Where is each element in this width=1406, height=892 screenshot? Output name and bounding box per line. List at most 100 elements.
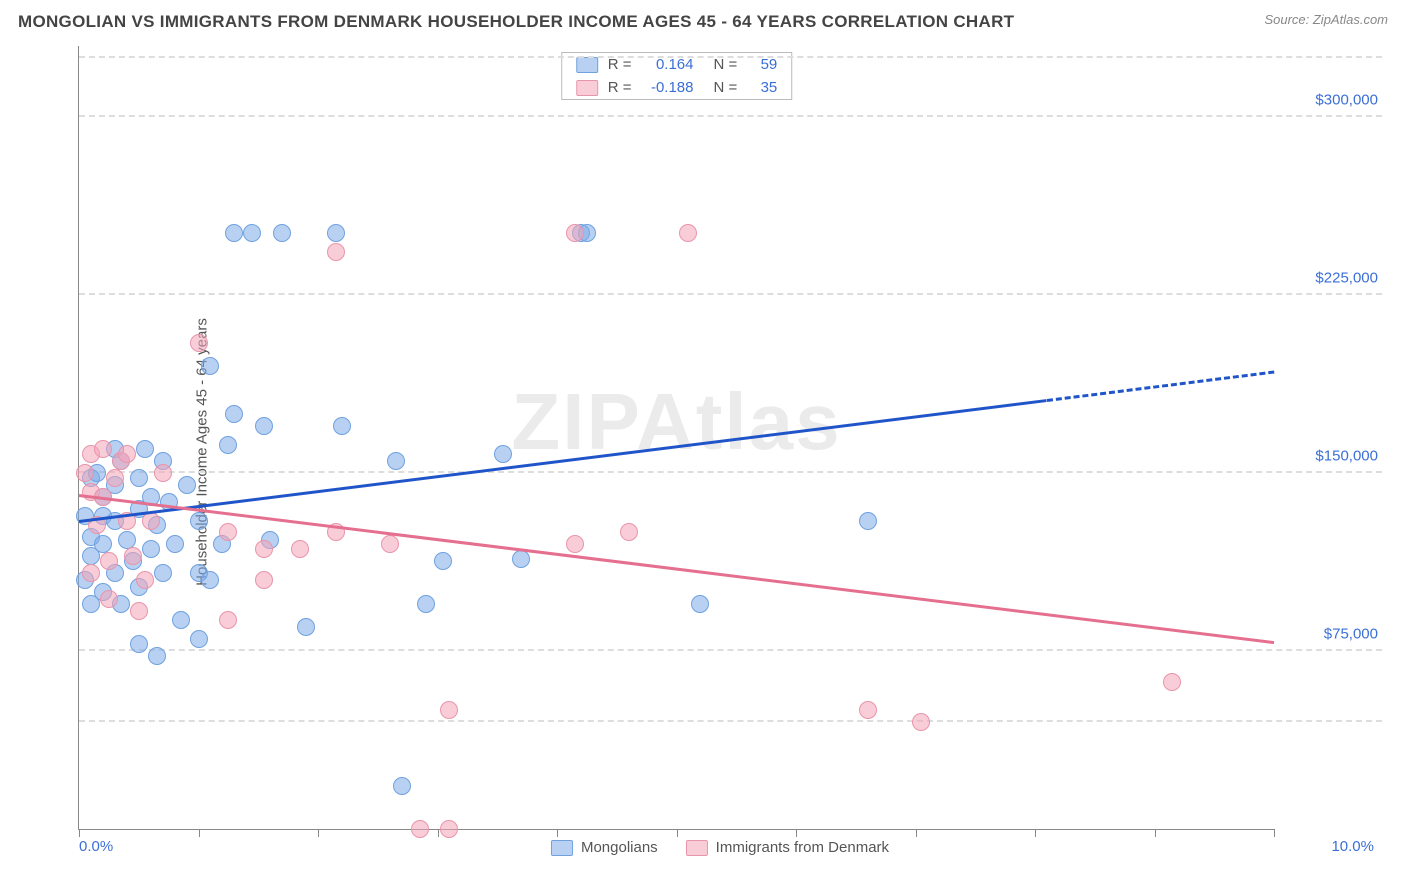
y-tick-label: $225,000 [1278,270,1378,287]
data-point [130,469,148,487]
x-tick [677,829,678,837]
legend-label: Immigrants from Denmark [716,839,889,856]
trend-line [79,399,1047,523]
scatter-plot: ZIPAtlas R =0.164N =59R =-0.188N =35 $75… [78,46,1274,830]
data-point [154,464,172,482]
n-value: 59 [747,56,777,73]
data-point [297,618,315,636]
x-tick [557,829,558,837]
data-point [94,440,112,458]
data-point [387,452,405,470]
r-label: R = [608,56,632,73]
gridline [79,720,1382,722]
data-point [381,535,399,553]
data-point [118,531,136,549]
data-point [154,564,172,582]
n-label: N = [714,79,738,96]
data-point [219,611,237,629]
data-point [225,224,243,242]
data-point [172,611,190,629]
data-point [411,820,429,838]
data-point [94,535,112,553]
x-tick [1155,829,1156,837]
data-point [142,540,160,558]
data-point [225,405,243,423]
legend-swatch [686,840,708,856]
data-point [190,630,208,648]
gridline [79,471,1382,473]
data-point [566,224,584,242]
data-point [566,535,584,553]
n-label: N = [714,56,738,73]
data-point [620,523,638,541]
data-point [440,701,458,719]
data-point [434,552,452,570]
trend-line [79,494,1274,644]
x-tick [916,829,917,837]
data-point [691,595,709,613]
gridline [79,56,1382,58]
data-point [106,469,124,487]
x-tick [1274,829,1275,837]
chart-title: MONGOLIAN VS IMMIGRANTS FROM DENMARK HOU… [18,12,1014,32]
data-point [333,417,351,435]
data-point [273,224,291,242]
r-value: 0.164 [642,56,694,73]
data-point [255,571,273,589]
x-tick [79,829,80,837]
data-point [190,334,208,352]
data-point [130,635,148,653]
legend-item: Mongolians [551,839,658,856]
data-point [190,512,208,530]
data-point [327,224,345,242]
data-point [148,647,166,665]
data-point [219,436,237,454]
x-tick [1035,829,1036,837]
x-tick [318,829,319,837]
legend-label: Mongolians [581,839,658,856]
data-point [255,540,273,558]
x-tick [796,829,797,837]
data-point [1163,673,1181,691]
data-point [166,535,184,553]
data-point [76,464,94,482]
gridline [79,649,1382,651]
data-point [243,224,261,242]
data-point [201,357,219,375]
legend-swatch [551,840,573,856]
legend-swatch [576,80,598,96]
data-point [912,713,930,731]
data-point [417,595,435,613]
data-point [393,777,411,795]
correlation-stats-box: R =0.164N =59R =-0.188N =35 [561,52,793,100]
trend-line [1047,370,1274,401]
data-point [130,602,148,620]
data-point [82,564,100,582]
data-point [124,547,142,565]
data-point [291,540,309,558]
n-value: 35 [747,79,777,96]
data-point [178,476,196,494]
r-label: R = [608,79,632,96]
y-tick-label: $300,000 [1278,92,1378,109]
data-point [859,701,877,719]
y-tick-label: $150,000 [1278,448,1378,465]
gridline [79,115,1382,117]
legend: Mongolians Immigrants from Denmark [551,839,889,856]
y-tick-label: $75,000 [1278,626,1378,643]
legend-swatch [576,57,598,73]
data-point [494,445,512,463]
data-point [136,571,154,589]
data-point [679,224,697,242]
data-point [100,590,118,608]
legend-item: Immigrants from Denmark [686,839,889,856]
data-point [255,417,273,435]
stats-row: R =-0.188N =35 [562,76,792,99]
x-tick [438,829,439,837]
x-tick-label: 0.0% [79,838,113,855]
data-point [327,243,345,261]
gridline [79,293,1382,295]
x-tick [199,829,200,837]
data-point [219,523,237,541]
data-point [100,552,118,570]
